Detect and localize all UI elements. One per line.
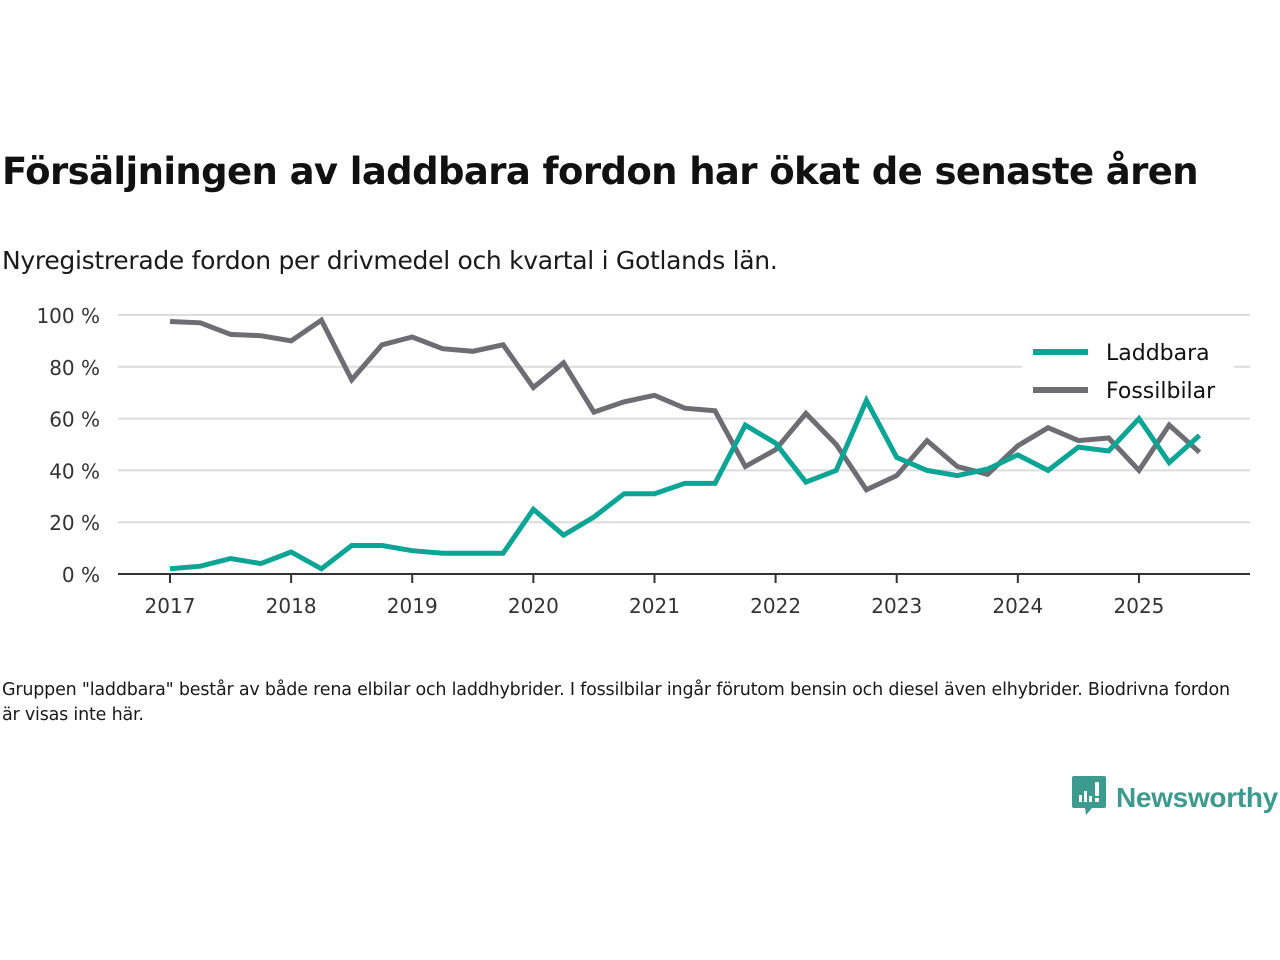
legend-background bbox=[1022, 335, 1234, 413]
legend-label-laddbara: Laddbara bbox=[1106, 341, 1210, 366]
y-tick-label: 40 % bbox=[49, 459, 100, 483]
x-tick-label: 2017 bbox=[145, 594, 196, 618]
y-tick-label: 100 % bbox=[36, 304, 100, 328]
chart-title: Försäljningen av laddbara fordon har öka… bbox=[2, 150, 1199, 193]
x-tick-label: 2019 bbox=[387, 594, 438, 618]
newsworthy-logo-icon bbox=[1072, 776, 1106, 820]
x-tick-label: 2024 bbox=[992, 594, 1043, 618]
series-line-fossilbilar bbox=[169, 316, 1202, 493]
y-tick-label: 60 % bbox=[49, 408, 100, 432]
legend-label-fossilbilar: Fossilbilar bbox=[1106, 379, 1216, 404]
y-tick-label: 0 % bbox=[62, 563, 100, 587]
series-lines bbox=[169, 316, 1202, 572]
newsworthy-brand[interactable]: Newsworthy bbox=[1072, 776, 1278, 820]
y-tick-label: 20 % bbox=[49, 511, 100, 535]
x-tick-label: 2025 bbox=[1114, 594, 1165, 618]
footnote: Gruppen "laddbara" består av både rena e… bbox=[2, 680, 1230, 725]
x-axis: 2017 2018 2019 2020 2021 2022 2023 2024 2025 bbox=[118, 573, 1250, 618]
y-axis: 0 % 20 % 40 % 60 % 80 % 100 % bbox=[36, 304, 100, 587]
x-tick-label: 2023 bbox=[871, 594, 922, 618]
series-line-laddbara bbox=[169, 394, 1202, 572]
line-chart: 0 % 20 % 40 % 60 % 80 % 100 % 2017 2018 2019 202… bbox=[36, 304, 1250, 618]
x-tick-label: 2020 bbox=[508, 594, 559, 618]
x-tick-label: 2022 bbox=[750, 594, 801, 618]
y-tick-label: 80 % bbox=[49, 356, 100, 380]
x-tick-label: 2021 bbox=[629, 594, 680, 618]
brand-name: Newsworthy bbox=[1116, 782, 1278, 813]
legend: Laddbara Fossilbilar bbox=[1022, 335, 1234, 413]
chart-subtitle: Nyregistrerade fordon per drivmedel och … bbox=[2, 246, 778, 275]
x-tick-label: 2018 bbox=[266, 594, 317, 618]
